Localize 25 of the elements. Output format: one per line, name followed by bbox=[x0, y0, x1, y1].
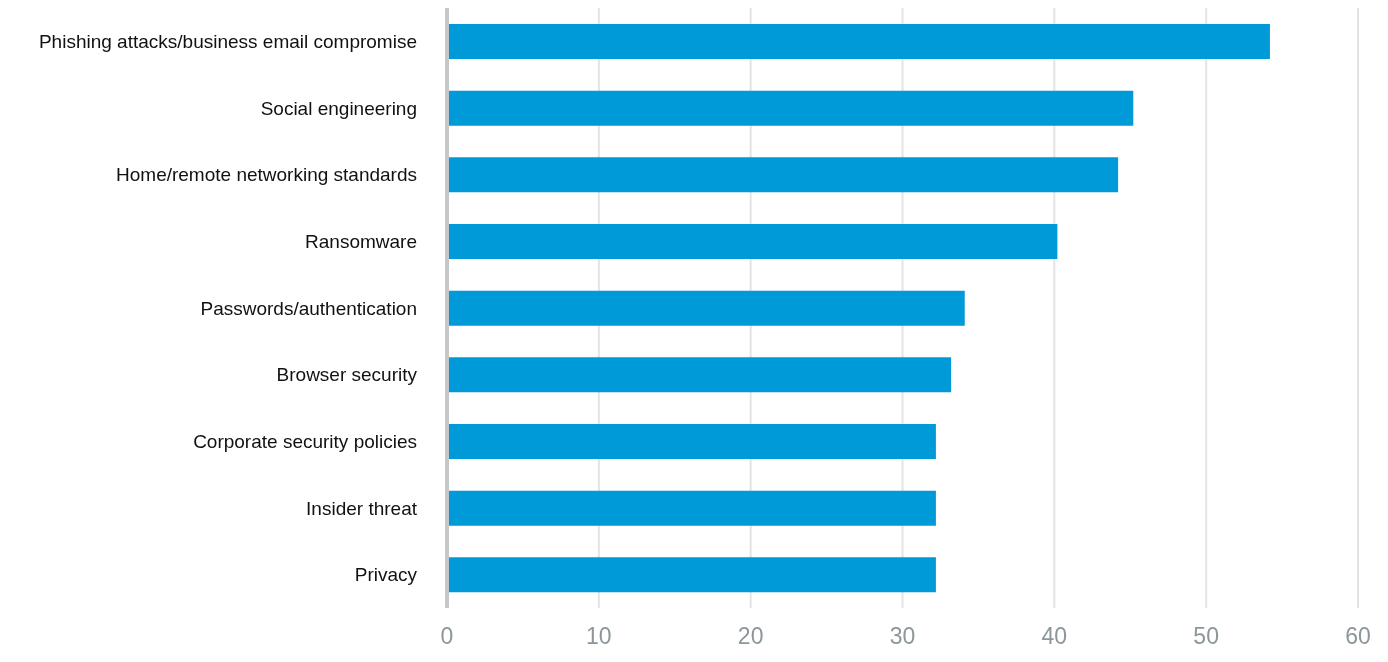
bar bbox=[447, 357, 952, 393]
bar bbox=[447, 90, 1134, 126]
y-tick-label: Home/remote networking standards bbox=[116, 164, 417, 186]
bar bbox=[447, 424, 936, 459]
y-tick-label: Browser security bbox=[276, 364, 418, 386]
x-tick-label: 40 bbox=[1041, 623, 1068, 650]
bar bbox=[447, 490, 936, 526]
x-tick-label: 10 bbox=[586, 623, 612, 650]
y-tick-label: Insider threat bbox=[306, 497, 418, 519]
x-tick-label: 30 bbox=[889, 623, 916, 650]
x-tick-label: 0 bbox=[440, 623, 454, 650]
y-tick-label: Ransomware bbox=[305, 231, 417, 253]
x-tick-label: 50 bbox=[1193, 623, 1219, 650]
bar bbox=[447, 557, 936, 593]
x-tick-label: 20 bbox=[737, 623, 764, 650]
bar bbox=[447, 24, 1270, 59]
y-tick-label: Corporate security policies bbox=[193, 431, 417, 453]
bar bbox=[447, 224, 1058, 259]
y-tick-label: Privacy bbox=[354, 564, 418, 586]
x-tick-label: 60 bbox=[1345, 623, 1371, 650]
y-tick-label: Social engineering bbox=[260, 97, 417, 119]
bar bbox=[447, 157, 1119, 193]
y-tick-label: Phishing attacks/business email compromise bbox=[38, 31, 417, 53]
bar bbox=[447, 290, 965, 326]
y-tick-label: Passwords/authentication bbox=[200, 297, 417, 319]
